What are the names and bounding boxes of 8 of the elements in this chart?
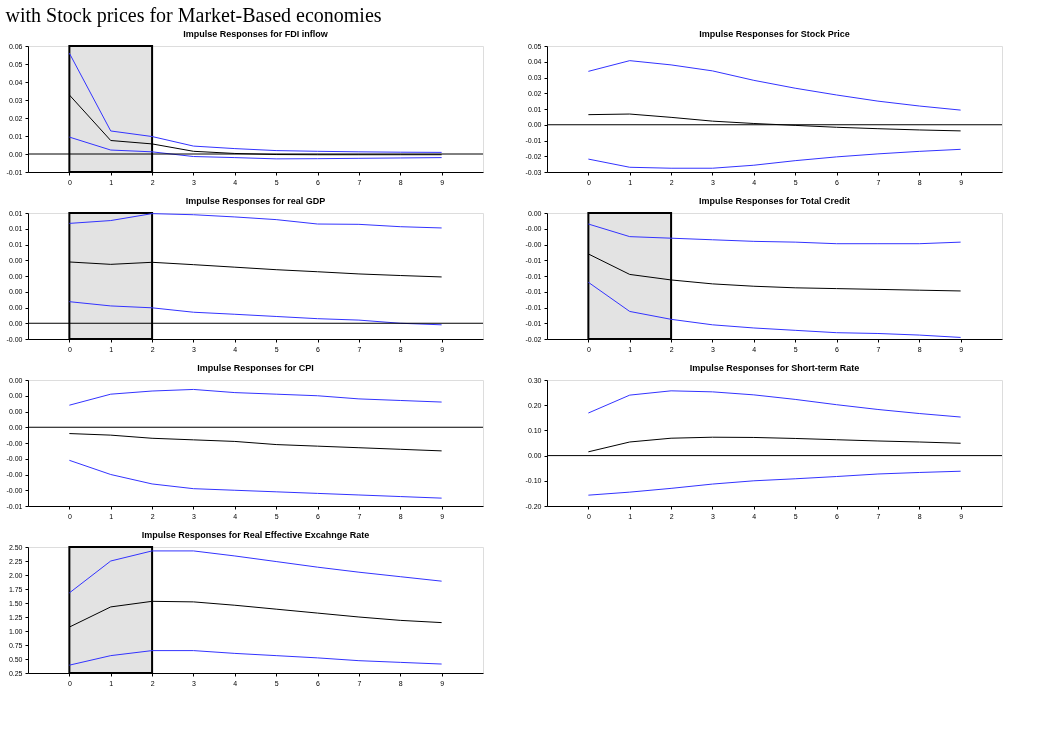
chart-title: Impulse Responses for Short-term Rate: [689, 363, 860, 373]
chart-title: Impulse Responses for FDI inflow: [183, 29, 329, 39]
chart-title: Impulse Responses for Real Effective Excahnge Rate: [141, 530, 370, 540]
chart-title: Impulse Responses for Total Credit: [699, 196, 850, 206]
chart-title: Impulse Responses for real GDP: [185, 196, 326, 206]
text: with Stock prices for Market-Based economies: [5, 3, 382, 27]
chart-title: Impulse Responses for CPI: [197, 363, 314, 373]
chart-title: Impulse Responses for Stock Price: [699, 29, 850, 39]
